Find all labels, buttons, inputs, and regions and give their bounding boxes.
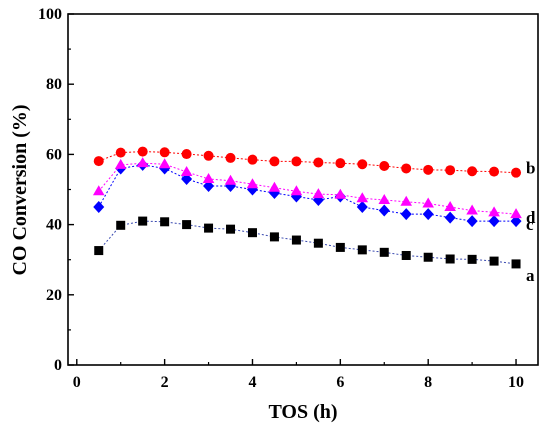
- y-tick-label: 20: [46, 287, 62, 304]
- y-tick-label: 100: [38, 6, 62, 23]
- data-point: [445, 165, 456, 176]
- data-point: [356, 201, 368, 214]
- data-point: [466, 204, 478, 215]
- series-layer: [92, 146, 522, 269]
- data-point: [401, 163, 412, 174]
- data-point: [115, 147, 126, 158]
- data-point: [379, 160, 390, 171]
- data-point: [400, 195, 413, 206]
- series-a: [94, 216, 521, 269]
- data-point: [335, 242, 345, 252]
- series-b: [93, 146, 522, 178]
- data-point: [114, 158, 127, 169]
- data-point: [291, 156, 302, 167]
- x-tick-label: 0: [73, 374, 81, 391]
- data-point: [182, 220, 192, 230]
- data-point: [202, 172, 215, 183]
- x-tick-label: 10: [508, 374, 524, 391]
- data-point: [444, 211, 456, 224]
- data-point: [401, 250, 411, 260]
- data-point: [467, 254, 477, 264]
- data-point: [291, 235, 301, 245]
- data-point: [444, 201, 456, 212]
- data-point: [247, 154, 258, 165]
- data-point: [203, 179, 215, 192]
- data-point: [204, 223, 214, 233]
- series-label: d: [526, 208, 536, 227]
- data-point: [181, 172, 193, 185]
- data-point: [510, 208, 522, 219]
- data-point: [313, 238, 323, 248]
- x-axis-ticks: 0 2 4 6 8 10: [73, 359, 524, 391]
- series-d: [92, 157, 522, 219]
- data-point: [511, 167, 522, 178]
- x-tick-label: 6: [336, 374, 344, 391]
- y-axis-ticks: 0 20 40 60 80 100: [38, 6, 74, 374]
- data-point: [94, 246, 104, 256]
- data-point: [180, 165, 193, 176]
- data-point: [203, 150, 214, 161]
- data-point: [422, 208, 434, 221]
- data-point: [357, 245, 367, 255]
- data-point: [312, 188, 325, 199]
- data-point: [445, 254, 455, 264]
- data-point: [269, 156, 280, 167]
- data-point: [400, 208, 412, 221]
- data-point: [357, 159, 368, 170]
- series-labels: a b cd: [526, 159, 536, 285]
- data-point: [422, 197, 434, 208]
- data-point: [423, 252, 433, 262]
- data-point: [224, 174, 237, 185]
- y-tick-label: 0: [54, 357, 62, 374]
- data-point: [313, 157, 324, 168]
- data-point: [423, 164, 434, 175]
- data-point: [378, 204, 390, 217]
- series-line: [98, 162, 517, 215]
- data-point: [159, 147, 170, 158]
- y-tick-label: 60: [46, 146, 62, 163]
- data-point: [379, 247, 389, 257]
- data-point: [138, 216, 148, 226]
- data-point: [510, 215, 522, 228]
- x-axis-title: TOS (h): [268, 401, 337, 423]
- y-tick-label: 80: [46, 76, 62, 93]
- series-label: a: [526, 266, 535, 285]
- data-point: [489, 256, 499, 266]
- data-point: [136, 157, 149, 168]
- data-point: [335, 158, 346, 169]
- data-point: [93, 156, 104, 167]
- data-point: [116, 220, 126, 230]
- data-point: [181, 149, 192, 160]
- data-point: [356, 192, 369, 203]
- data-point: [247, 228, 257, 238]
- data-point: [489, 166, 500, 177]
- data-point: [466, 215, 478, 228]
- data-point: [488, 215, 500, 228]
- data-point: [226, 224, 236, 234]
- data-point: [246, 178, 259, 189]
- data-point: [511, 259, 521, 269]
- data-point: [225, 152, 236, 163]
- data-point: [92, 185, 105, 196]
- data-point: [488, 206, 500, 217]
- plot-frame: [67, 13, 539, 366]
- data-point: [137, 146, 148, 157]
- x-tick-label: 2: [161, 374, 169, 391]
- series-label: c: [526, 215, 534, 234]
- data-point: [467, 166, 478, 177]
- series-label: b: [526, 159, 535, 178]
- x-tick-label: 4: [248, 374, 256, 391]
- x-tick-label: 8: [424, 374, 432, 391]
- y-axis-title: CO Conversion (%): [9, 104, 31, 275]
- data-point: [93, 201, 105, 214]
- data-point: [290, 185, 303, 196]
- data-point: [268, 181, 281, 192]
- data-point: [378, 194, 391, 205]
- data-point: [269, 232, 279, 242]
- data-point: [334, 188, 347, 199]
- data-point: [160, 217, 170, 227]
- y-tick-label: 40: [46, 217, 62, 234]
- data-point: [158, 158, 171, 169]
